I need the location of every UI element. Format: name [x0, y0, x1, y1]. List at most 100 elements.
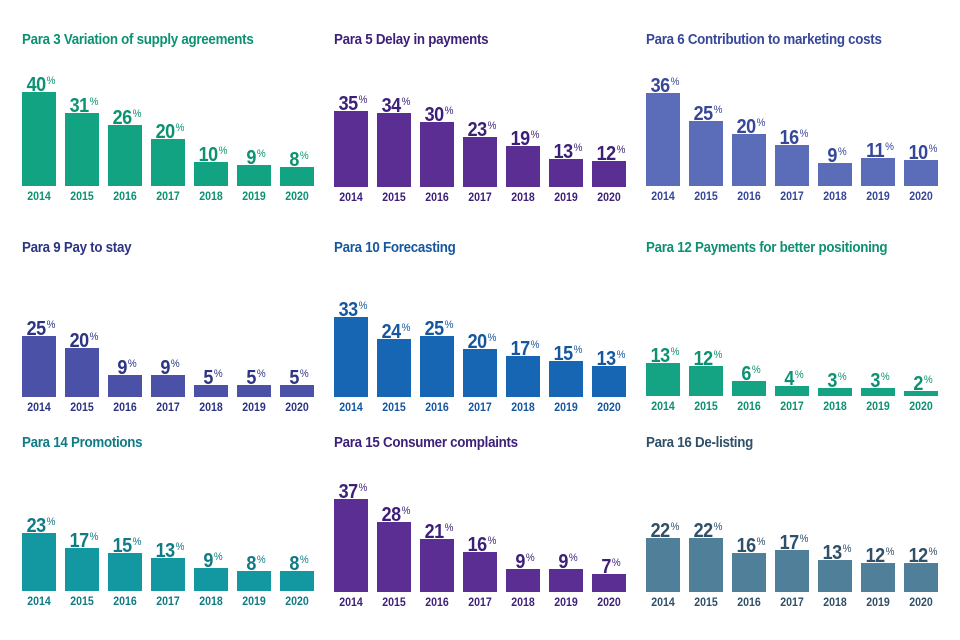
data-label-unit: %: [487, 332, 497, 344]
x-tick-label: 2016: [737, 401, 761, 413]
data-label: 8%: [279, 550, 319, 574]
data-label-value: 25: [26, 318, 47, 340]
data-label-value: 16: [467, 534, 488, 556]
data-label-value: 5: [246, 367, 256, 389]
data-label-unit: %: [670, 521, 680, 533]
data-label-value: 33: [338, 299, 359, 321]
data-label: 13%: [548, 138, 588, 162]
data-label-value: 22: [693, 520, 714, 542]
data-label-unit: %: [46, 75, 56, 87]
data-label-unit: %: [46, 319, 56, 331]
data-label-unit: %: [444, 319, 454, 331]
data-label-unit: %: [89, 96, 99, 108]
data-label: 13%: [645, 342, 685, 366]
data-label-value: 17: [69, 530, 90, 552]
x-tick-label: 2016: [737, 597, 761, 609]
data-label-value: 20: [736, 116, 757, 138]
data-label: 28%: [376, 501, 416, 525]
data-label-value: 28: [381, 504, 402, 526]
x-tick-label: 2020: [285, 402, 309, 414]
data-label-value: 8: [246, 553, 256, 575]
data-label-value: 13: [596, 348, 617, 370]
bar-2019: [549, 159, 583, 187]
data-label-value: 37: [338, 481, 359, 503]
data-label-unit: %: [880, 371, 890, 383]
x-tick-label: 2019: [554, 402, 578, 414]
chart-panel: Para 14 Promotions 23% 2014 17% 2015 15% 2016 1…: [22, 435, 332, 635]
bar-2016: [420, 122, 454, 187]
data-label-unit: %: [170, 358, 180, 370]
x-tick-label: 2015: [70, 402, 94, 414]
data-label-value: 34: [381, 95, 402, 117]
data-label: 25%: [21, 315, 61, 339]
data-label-unit: %: [837, 146, 847, 158]
data-label: 9%: [150, 354, 190, 378]
data-label-value: 25: [424, 318, 445, 340]
bar-2014: [22, 533, 56, 591]
chart-title: Para 15 Consumer complaints: [334, 435, 518, 451]
chart-title: Para 6 Contribution to marketing costs: [646, 32, 882, 48]
bar-2016: [732, 134, 766, 186]
data-label-value: 11: [866, 140, 885, 162]
bar-2017: [463, 349, 497, 397]
data-label-unit: %: [401, 96, 411, 108]
data-label-unit: %: [127, 358, 137, 370]
data-label-value: 6: [741, 363, 751, 385]
data-label-value: 10: [198, 144, 219, 166]
x-tick-label: 2014: [27, 402, 51, 414]
bar-2016: [108, 375, 142, 397]
bar-2015: [377, 339, 411, 397]
x-tick-label: 2020: [285, 191, 309, 203]
data-label: 22%: [645, 517, 685, 541]
bar-2018: [194, 162, 228, 186]
data-label: 13%: [150, 537, 190, 561]
data-label: 34%: [376, 92, 416, 116]
bar-2020: [280, 385, 314, 397]
data-label-value: 9: [160, 357, 170, 379]
data-label: 20%: [64, 327, 104, 351]
bar-2019: [861, 158, 895, 186]
x-tick-label: 2019: [242, 402, 266, 414]
data-label: 12%: [688, 345, 728, 369]
data-label-value: 5: [289, 367, 299, 389]
bar-2018: [194, 568, 228, 591]
data-label: 9%: [193, 547, 233, 571]
bar-2020: [280, 167, 314, 186]
data-label-unit: %: [256, 148, 266, 160]
data-label-unit: %: [175, 541, 185, 553]
bar-2017: [775, 145, 809, 186]
bar-2019: [861, 388, 895, 396]
data-label-value: 17: [510, 338, 531, 360]
x-tick-label: 2019: [554, 192, 578, 204]
data-label: 8%: [236, 550, 276, 574]
x-tick-label: 2017: [780, 401, 804, 413]
data-label-value: 13: [553, 141, 574, 163]
x-tick-label: 2019: [866, 401, 890, 413]
data-label: 10%: [903, 139, 943, 163]
data-label: 9%: [817, 142, 857, 166]
x-tick-label: 2015: [694, 191, 718, 203]
data-label-unit: %: [842, 543, 852, 555]
data-label: 31%: [64, 92, 104, 116]
data-label-unit: %: [444, 105, 454, 117]
chart-title: Para 3 Variation of supply agreements: [22, 32, 254, 48]
bar-2015: [689, 121, 723, 186]
x-tick-label: 2020: [597, 402, 621, 414]
bar-2018: [506, 356, 540, 397]
bar-2018: [194, 385, 228, 397]
data-label-unit: %: [799, 533, 809, 545]
x-tick-label: 2018: [511, 402, 535, 414]
x-tick-label: 2016: [425, 192, 449, 204]
x-tick-label: 2016: [425, 597, 449, 609]
x-tick-label: 2020: [597, 597, 621, 609]
data-label-value: 9: [827, 145, 837, 167]
x-tick-label: 2017: [468, 192, 492, 204]
bar-2019: [237, 571, 271, 591]
x-tick-label: 2019: [866, 597, 890, 609]
data-label-unit: %: [611, 557, 621, 569]
bar-2019: [237, 165, 271, 186]
bar-2015: [65, 113, 99, 186]
x-tick-label: 2019: [554, 597, 578, 609]
bar-2017: [151, 558, 185, 591]
data-label-unit: %: [358, 94, 368, 106]
